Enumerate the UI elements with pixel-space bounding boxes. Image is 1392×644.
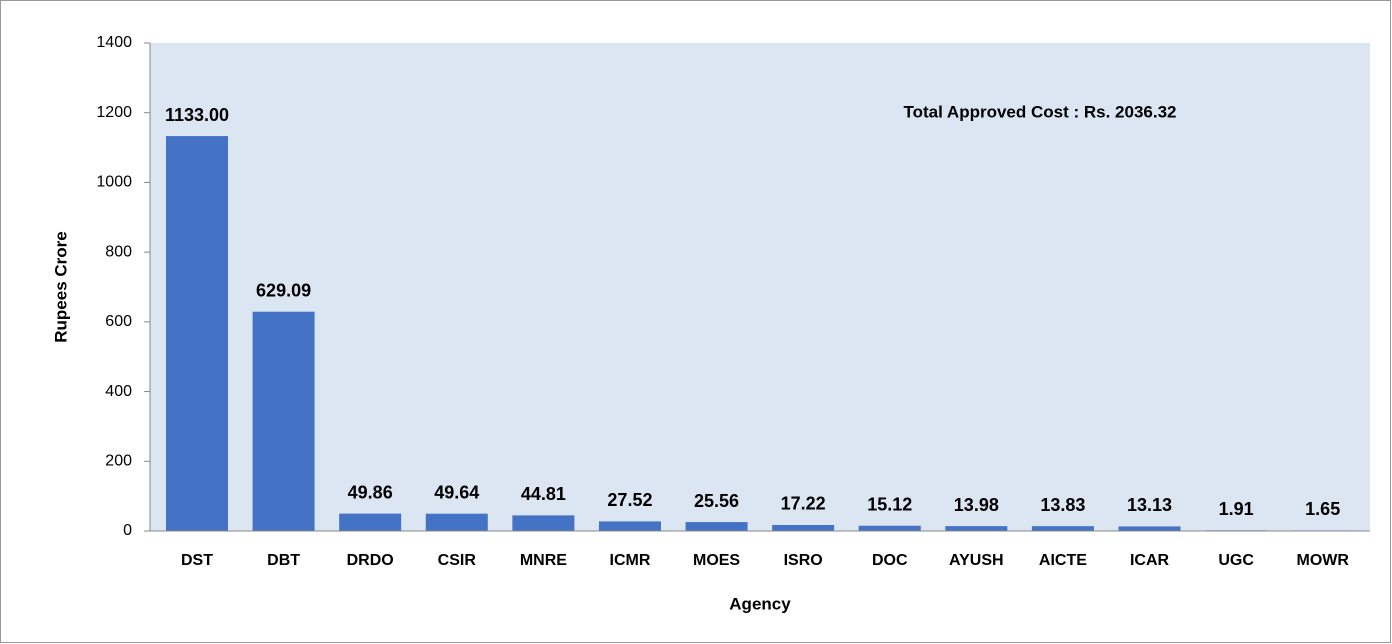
x-tick-label: MNRE bbox=[520, 552, 567, 569]
x-tick-label: ICMR bbox=[610, 552, 651, 569]
y-tick-label: 400 bbox=[105, 383, 132, 400]
y-tick-label: 0 bbox=[123, 522, 132, 539]
bar bbox=[512, 515, 575, 531]
y-axis-label: Rupees Crore bbox=[51, 231, 70, 342]
x-tick-label: ISRO bbox=[784, 552, 823, 569]
data-label: 15.12 bbox=[867, 494, 912, 514]
data-label: 1.65 bbox=[1305, 499, 1340, 519]
data-label: 13.98 bbox=[954, 495, 999, 515]
y-tick-label: 600 bbox=[105, 313, 132, 330]
bar bbox=[685, 522, 748, 531]
x-tick-label: UGC bbox=[1218, 552, 1254, 569]
bar bbox=[945, 526, 1008, 531]
bar bbox=[165, 136, 228, 531]
x-tick-label: AYUSH bbox=[949, 552, 1004, 569]
x-tick-label: CSIR bbox=[438, 552, 477, 569]
bar bbox=[339, 513, 402, 531]
data-label: 1.91 bbox=[1219, 499, 1254, 519]
data-label: 17.22 bbox=[781, 494, 826, 514]
x-tick-label: DRDO bbox=[347, 552, 394, 569]
y-tick-label: 800 bbox=[105, 243, 132, 260]
data-label: 13.13 bbox=[1127, 495, 1172, 515]
x-tick-label: DOC bbox=[872, 552, 908, 569]
x-tick-label: MOWR bbox=[1296, 552, 1349, 569]
x-axis-label: Agency bbox=[729, 594, 791, 613]
y-tick-label: 1400 bbox=[96, 34, 132, 51]
data-label: 13.83 bbox=[1040, 495, 1085, 515]
data-label: 1133.00 bbox=[165, 105, 229, 125]
bar bbox=[1031, 526, 1094, 531]
data-label: 44.81 bbox=[521, 484, 566, 504]
y-tick-label: 1200 bbox=[96, 104, 132, 121]
data-label: 25.56 bbox=[694, 491, 739, 511]
bar bbox=[1118, 526, 1181, 531]
data-label: 49.64 bbox=[434, 482, 479, 502]
annotation: Total Approved Cost : Rs. 2036.32 bbox=[903, 102, 1176, 121]
x-tick-label: MOES bbox=[693, 552, 740, 569]
bar bbox=[772, 524, 835, 531]
y-tick-label: 200 bbox=[105, 453, 132, 470]
bar bbox=[425, 513, 488, 531]
x-tick-label: AICTE bbox=[1039, 552, 1087, 569]
x-tick-label: DBT bbox=[267, 552, 300, 569]
bar bbox=[252, 311, 315, 531]
bar bbox=[598, 521, 661, 531]
data-label: 49.86 bbox=[348, 482, 393, 502]
y-tick-label: 1000 bbox=[96, 174, 132, 191]
x-tick-label: DST bbox=[181, 552, 213, 569]
bar bbox=[858, 525, 921, 531]
x-tick-label: ICAR bbox=[1130, 552, 1170, 569]
data-label: 27.52 bbox=[607, 490, 652, 510]
plot-area bbox=[150, 43, 1370, 531]
data-label: 629.09 bbox=[256, 280, 311, 300]
